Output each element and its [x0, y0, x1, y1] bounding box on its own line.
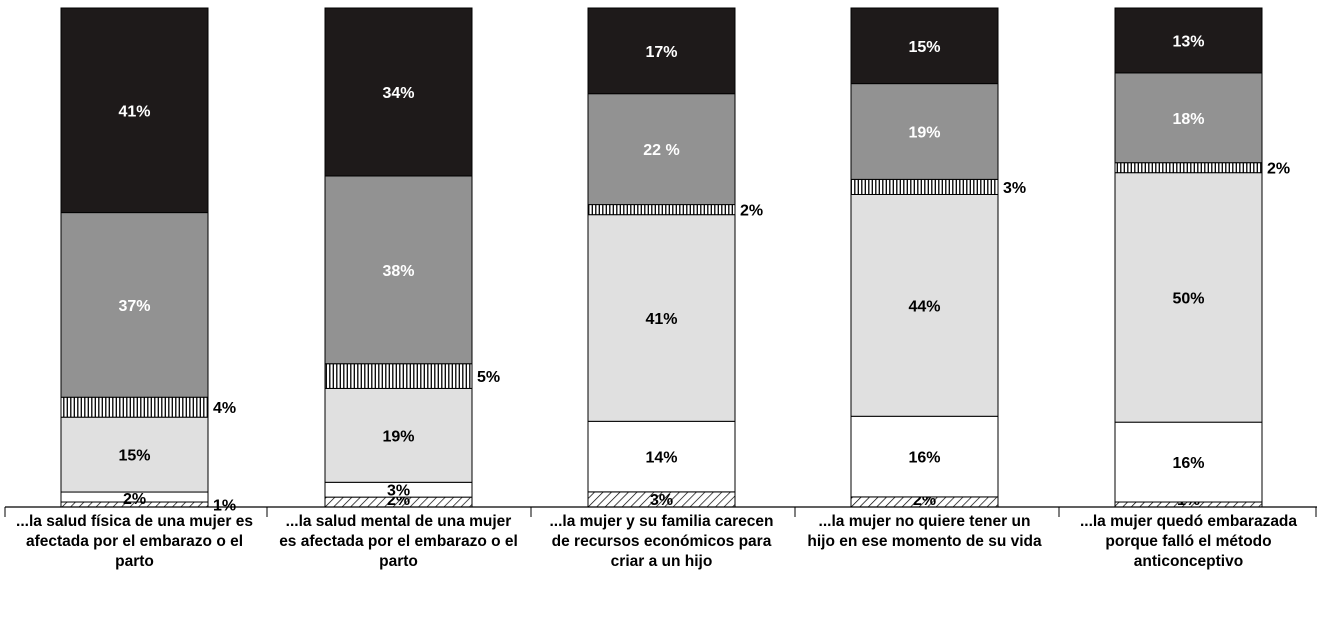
- data-label: 13%: [1172, 33, 1204, 50]
- data-label: 5%: [477, 369, 500, 386]
- data-label: 41%: [645, 311, 677, 328]
- data-label: 2%: [1267, 161, 1290, 178]
- bar-segment: [850, 7, 999, 85]
- bar-segment: [60, 212, 209, 398]
- data-label: 50%: [1172, 290, 1204, 307]
- data-label: 3%: [650, 492, 673, 509]
- data-label: 18%: [1172, 111, 1204, 128]
- data-label: 19%: [908, 124, 940, 141]
- data-label: 41%: [118, 103, 150, 120]
- category-label: ...la mujer y su familia carecen de recu…: [549, 513, 774, 570]
- bar-segment: [587, 7, 736, 95]
- data-label: 22 %: [643, 142, 679, 159]
- bar-segment: [850, 415, 999, 498]
- data-label: 15%: [908, 39, 940, 56]
- bar-segment: [60, 416, 209, 493]
- data-label: 19%: [382, 428, 414, 445]
- bar-segment: [1114, 7, 1263, 74]
- data-label: 16%: [1172, 455, 1204, 472]
- data-label: 2%: [740, 203, 763, 220]
- data-label: 3%: [387, 483, 410, 500]
- bars-layer: 1% 2% 15% 4% 37% 41% 2% 3% 19% 5% 38% 34% 3% 14% 41% 2%…: [60, 7, 1290, 515]
- data-label: 4%: [213, 400, 236, 417]
- category-label: ...la mujer quedó embarazada porque fall…: [1079, 513, 1298, 570]
- bar-segment: [850, 178, 999, 195]
- data-label: 37%: [118, 298, 150, 315]
- bar-segment: [324, 363, 473, 389]
- bar-segment: [587, 93, 736, 206]
- x-axis: [4, 506, 1317, 517]
- data-label: 3%: [1003, 180, 1026, 197]
- category-label: ...la salud física de una mujer es afect…: [16, 513, 253, 570]
- data-label: 16%: [908, 450, 940, 467]
- bar-segment: [587, 204, 736, 216]
- data-label: 2%: [123, 491, 146, 508]
- bar-segment: [324, 7, 473, 177]
- data-label: 15%: [118, 448, 150, 465]
- category-label: ...la mujer no quiere tener un hijo en e…: [807, 513, 1042, 550]
- bar-segment: [587, 214, 736, 422]
- data-label: 14%: [645, 450, 677, 467]
- bar-segment: [60, 7, 209, 214]
- data-label: 44%: [908, 298, 940, 315]
- bar-segment: [850, 193, 999, 417]
- data-label: 17%: [645, 44, 677, 61]
- bar-segment: [60, 396, 209, 418]
- bar-segment: [324, 387, 473, 483]
- bar-segment: [324, 175, 473, 365]
- data-label: 1%: [213, 498, 236, 515]
- data-label: 38%: [382, 263, 414, 280]
- bar-segment: [1114, 162, 1263, 174]
- category-label: ...la salud mental de una mujer es afect…: [279, 513, 518, 570]
- data-label: 34%: [382, 85, 414, 102]
- bar-segment: [850, 83, 999, 180]
- bar-segment: [587, 420, 736, 493]
